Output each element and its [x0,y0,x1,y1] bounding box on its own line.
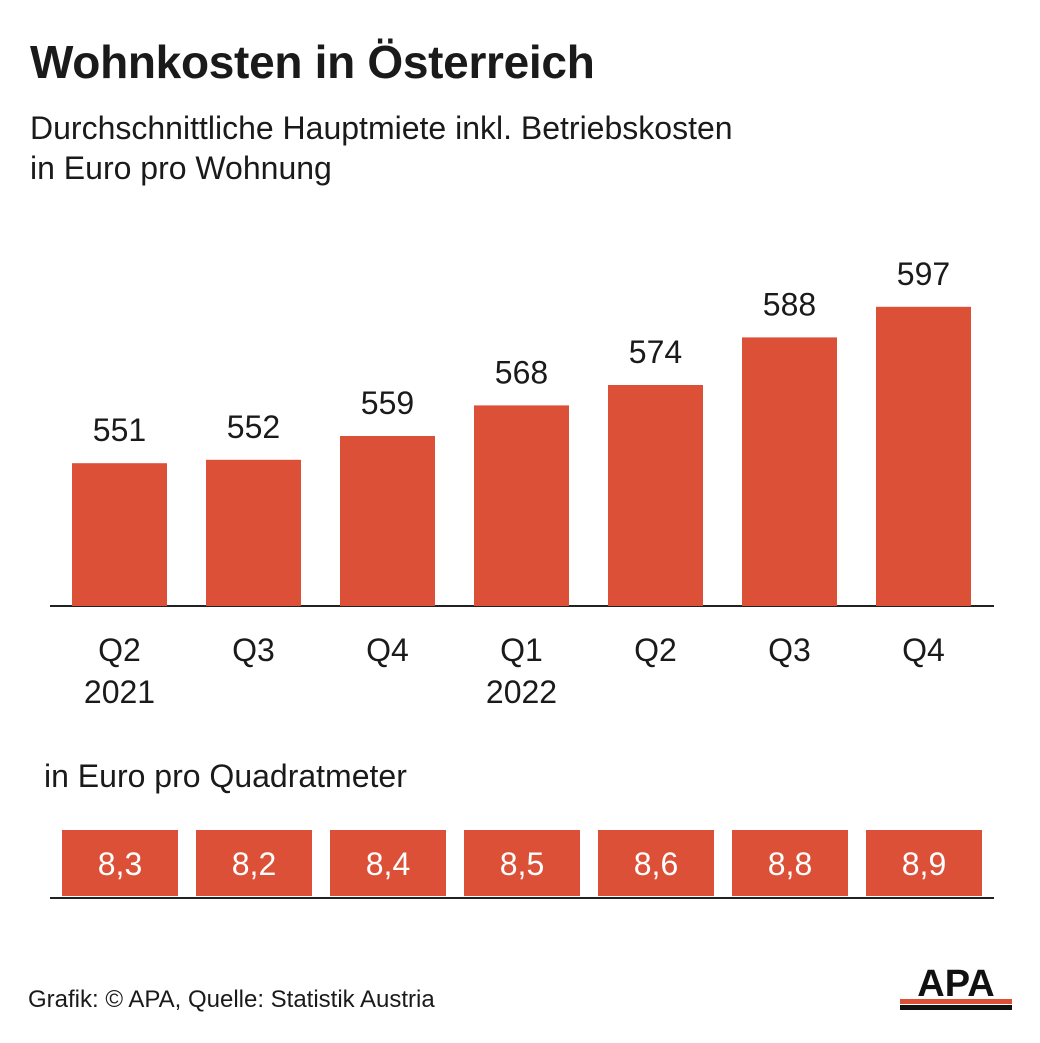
value-label-5: 588 [763,286,816,322]
sqm-value-5: 8,8 [768,846,812,882]
category-label-4-0: Q2 [634,632,677,668]
sqm-box-0 [62,830,178,896]
category-label-5-0: Q3 [768,632,811,668]
per-sqm-label: in Euro pro Quadratmeter [44,758,407,794]
sqm-value-1: 8,2 [232,846,276,882]
value-label-3: 568 [495,354,548,390]
category-label-3-0: Q1 [500,632,543,668]
sqm-value-0: 8,3 [98,846,142,882]
bar-4 [608,385,703,606]
category-label-2-0: Q4 [366,632,409,668]
sqm-box-4 [598,830,714,896]
apa-logo: APA [900,966,1012,1010]
bar-3 [474,405,569,606]
bar-0 [72,463,167,606]
bar-5 [742,337,837,606]
value-label-1: 552 [227,409,280,445]
apa-logo-black-line [900,1005,1012,1010]
sqm-box-1 [196,830,312,896]
chart-subtitle: Durchschnittliche Hauptmiete inkl. Betri… [30,108,733,188]
apa-logo-red-line [900,999,1012,1004]
category-label-6-0: Q4 [902,632,945,668]
sqm-box-6 [866,830,982,896]
category-label-1-0: Q3 [232,632,275,668]
subtitle-line-1: Durchschnittliche Hauptmiete inkl. Betri… [30,110,733,146]
sqm-value-6: 8,9 [902,846,946,882]
bar-1 [206,459,301,606]
category-label-0-1: 2021 [84,674,155,710]
sqm-box-3 [464,830,580,896]
chart-title: Wohnkosten in Österreich [30,36,595,88]
value-label-4: 574 [629,334,682,370]
sqm-value-4: 8,6 [634,846,678,882]
sqm-value-3: 8,5 [500,846,544,882]
apa-logo-text: APA [917,966,994,1005]
sqm-value-2: 8,4 [366,846,410,882]
sqm-box-5 [732,830,848,896]
bar-2 [340,436,435,606]
value-label-6: 597 [897,256,950,292]
subtitle-line-2: in Euro pro Wohnung [30,150,332,186]
category-label-3-1: 2022 [486,674,557,710]
source-note: Grafik: © APA, Quelle: Statistik Austria [28,986,435,1013]
category-label-0-0: Q2 [98,632,141,668]
bar-6 [876,306,971,606]
rent-per-apartment-bar-chart: 551 Q2 2021 552 Q3 559 Q4 568 Q1 2022 574 Q2 588 Q3 59… [50,256,994,710]
value-label-0: 551 [93,412,146,448]
value-label-2: 559 [361,385,414,421]
rent-per-sqm-row: 8,3 8,2 8,4 8,5 8,6 8,8 8,9 [50,830,994,899]
sqm-box-2 [330,830,446,896]
